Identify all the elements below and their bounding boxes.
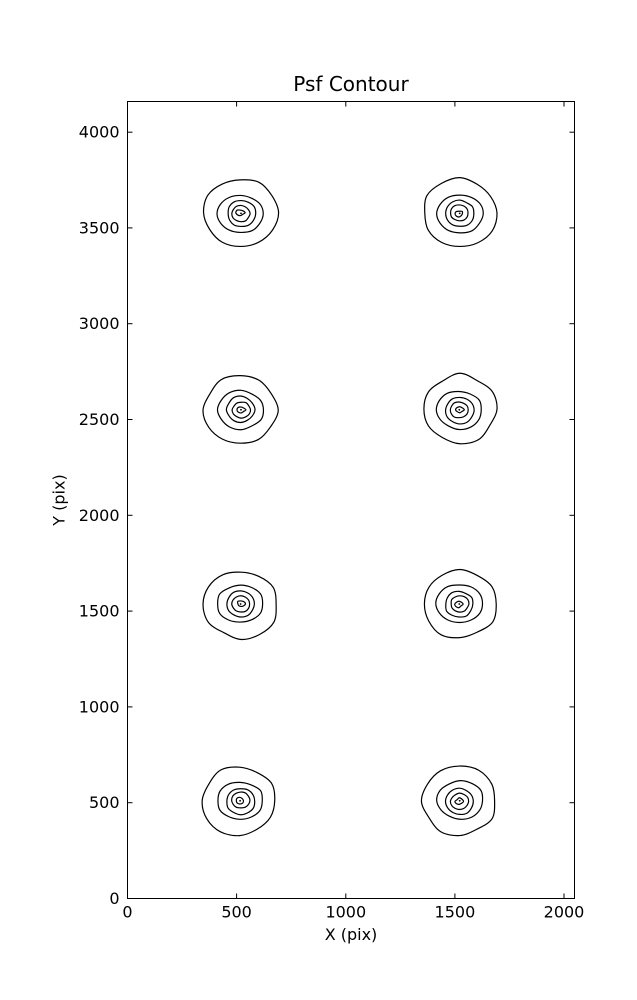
contour-ring <box>236 600 247 608</box>
contour-ring <box>227 199 257 228</box>
y-tick-label: 3500 <box>79 218 120 237</box>
contour-ring <box>225 395 256 424</box>
contour-ring <box>445 199 475 227</box>
contour-ring <box>202 375 279 444</box>
contour-ring <box>444 787 474 816</box>
contour-ring <box>435 390 482 431</box>
contour-center-dot <box>458 603 461 605</box>
y-tick-labels: 0 500 1000 1500 2000 2500 3000 3500 4000 <box>79 123 120 908</box>
contour-ring <box>449 792 470 811</box>
contour-ring <box>236 406 247 414</box>
contour-center-dot <box>240 408 242 411</box>
y-axis-ticks <box>127 131 575 899</box>
y-tick-label: 2500 <box>79 410 120 429</box>
psf-contour-blob <box>201 766 276 837</box>
contour-ring <box>202 179 280 248</box>
contour-ring <box>202 571 277 641</box>
contour-ring <box>217 781 263 820</box>
psf-contours <box>201 177 498 837</box>
contour-ring <box>449 204 469 222</box>
contour-ring <box>435 584 484 624</box>
x-tick-label: 0 <box>122 903 132 922</box>
contour-center-dot <box>239 799 242 802</box>
contour-ring <box>423 568 497 639</box>
contour-ring <box>226 788 256 816</box>
contour-ring <box>436 194 484 234</box>
psf-contour-blob <box>423 372 498 445</box>
contour-ring <box>423 372 498 445</box>
y-tick-label: 0 <box>109 889 119 908</box>
contour-ring <box>445 590 474 618</box>
contour-ring <box>454 797 465 805</box>
plot-frame <box>127 101 575 899</box>
x-tick-label: 1500 <box>435 903 476 922</box>
contour-ring <box>235 209 246 217</box>
contour-ring <box>201 766 276 837</box>
contour-ring <box>454 406 465 414</box>
contour-ring <box>235 796 245 805</box>
contour-ring <box>231 595 251 613</box>
contour-ring <box>424 177 498 248</box>
y-tick-label: 500 <box>89 793 120 812</box>
contour-ring <box>420 765 496 837</box>
psf-contour-blob <box>202 179 280 248</box>
psf-contour-blob <box>202 571 277 641</box>
contour-ring <box>226 590 255 618</box>
x-tick-label: 500 <box>221 903 252 922</box>
x-tick-label: 2000 <box>544 903 585 922</box>
contour-ring <box>216 389 265 431</box>
y-tick-label: 4000 <box>79 123 120 142</box>
contour-ring <box>444 396 475 425</box>
contour-center-dot <box>239 603 242 605</box>
psf-contour-blob <box>423 568 497 639</box>
y-tick-label: 3000 <box>79 314 120 333</box>
y-tick-label: 1000 <box>79 697 120 716</box>
x-axis-label: X (pix) <box>324 925 378 944</box>
contour-ring <box>216 194 264 234</box>
contour-ring <box>231 401 252 419</box>
contour-center-dot <box>240 212 242 215</box>
x-tick-label: 1000 <box>325 903 366 922</box>
contour-center-dot <box>458 212 461 215</box>
contour-ring <box>231 791 251 809</box>
x-tick-labels: 0 500 1000 1500 2000 <box>122 903 584 922</box>
psf-contour-blob <box>420 765 496 837</box>
chart-title: Psf Contour <box>293 72 409 96</box>
psf-contour-blob <box>424 177 498 248</box>
contour-ring <box>217 584 264 623</box>
contour-center-dot <box>458 408 461 411</box>
contour-ring <box>436 780 484 820</box>
y-tick-label: 1500 <box>79 602 120 621</box>
contour-ring <box>454 210 464 218</box>
x-axis-ticks <box>127 101 565 899</box>
contour-ring <box>454 600 464 609</box>
contour-ring <box>450 595 470 613</box>
y-tick-label: 2000 <box>79 506 120 525</box>
contour-ring <box>231 204 251 223</box>
contour-ring <box>449 401 469 419</box>
psf-contour-blob <box>202 375 279 444</box>
contour-center-dot <box>458 799 461 802</box>
